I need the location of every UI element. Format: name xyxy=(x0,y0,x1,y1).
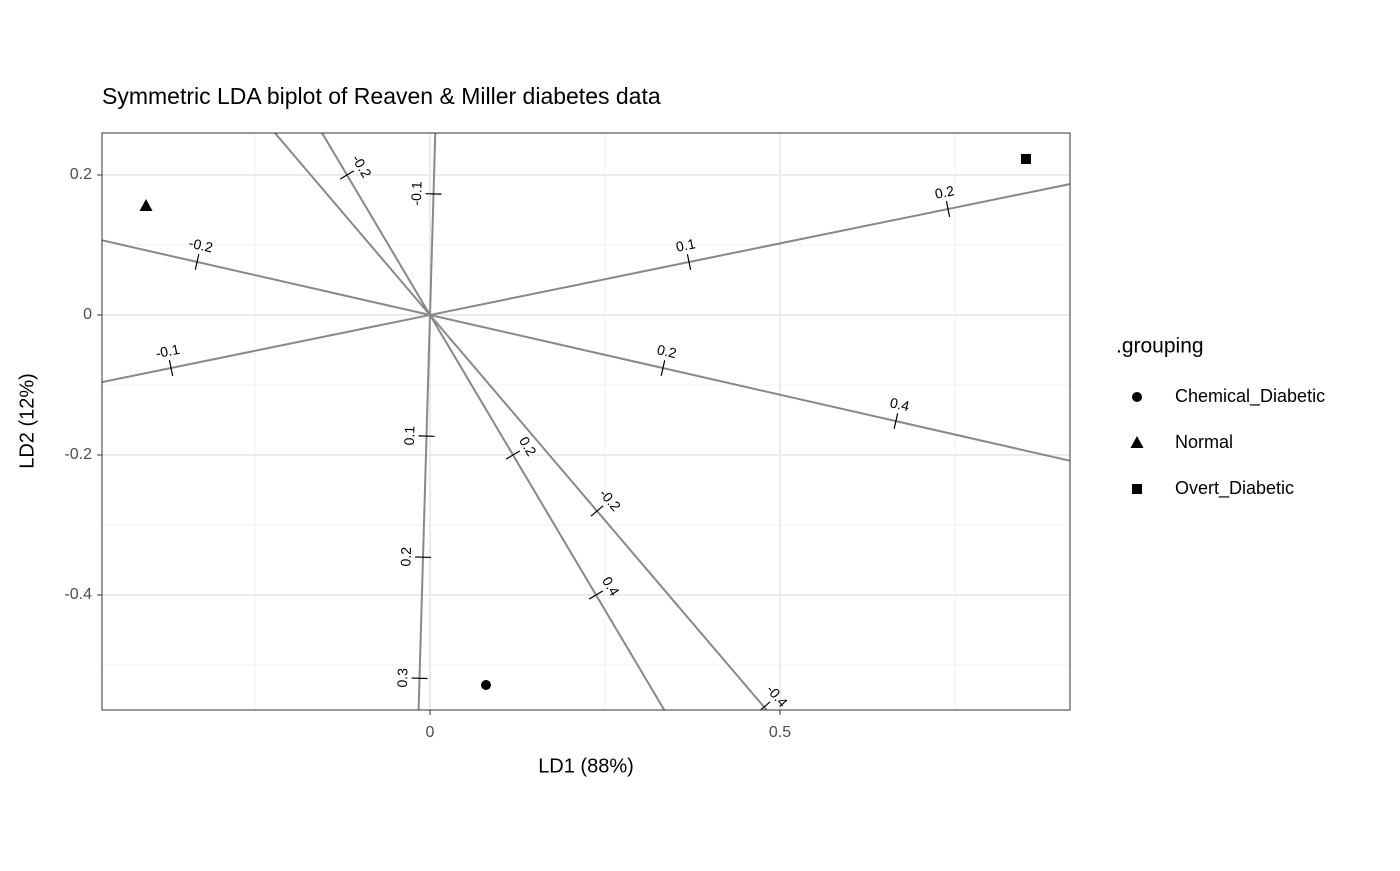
biplot-tick-label: 0.3 xyxy=(394,668,411,688)
y-tick-label: 0.2 xyxy=(70,166,92,183)
y-tick-label: -0.4 xyxy=(64,586,92,603)
biplot-tick-label: -0.1 xyxy=(408,181,425,206)
x-axis-label: LD1 (88%) xyxy=(538,755,634,777)
point xyxy=(481,680,491,690)
point xyxy=(1021,154,1031,164)
legend-title: .grouping xyxy=(1116,335,1204,358)
legend-label: Chemical_Diabetic xyxy=(1175,386,1325,407)
y-tick-label: -0.2 xyxy=(64,446,92,463)
legend-label: Overt_Diabetic xyxy=(1175,478,1294,499)
x-tick-label: 0.5 xyxy=(769,724,791,741)
biplot-tick-label: 0.2 xyxy=(397,547,414,567)
y-axis-label: LD2 (12%) xyxy=(16,373,38,469)
legend-key xyxy=(1132,392,1142,402)
x-tick-label: 0 xyxy=(426,724,435,741)
legend-label: Normal xyxy=(1175,432,1233,452)
chart-title: Symmetric LDA biplot of Reaven & Miller … xyxy=(102,83,661,109)
legend-key xyxy=(1132,484,1142,494)
y-tick-label: 0 xyxy=(83,306,92,323)
biplot-tick-label: 0.1 xyxy=(401,425,418,445)
